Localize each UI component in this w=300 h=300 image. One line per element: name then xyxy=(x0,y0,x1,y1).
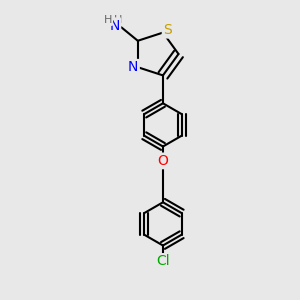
Text: N: N xyxy=(128,60,139,74)
Text: N: N xyxy=(110,19,120,33)
Text: H: H xyxy=(114,15,122,25)
Text: Cl: Cl xyxy=(156,254,170,268)
Text: S: S xyxy=(163,23,172,37)
Text: O: O xyxy=(158,154,168,168)
Text: H: H xyxy=(103,15,112,25)
